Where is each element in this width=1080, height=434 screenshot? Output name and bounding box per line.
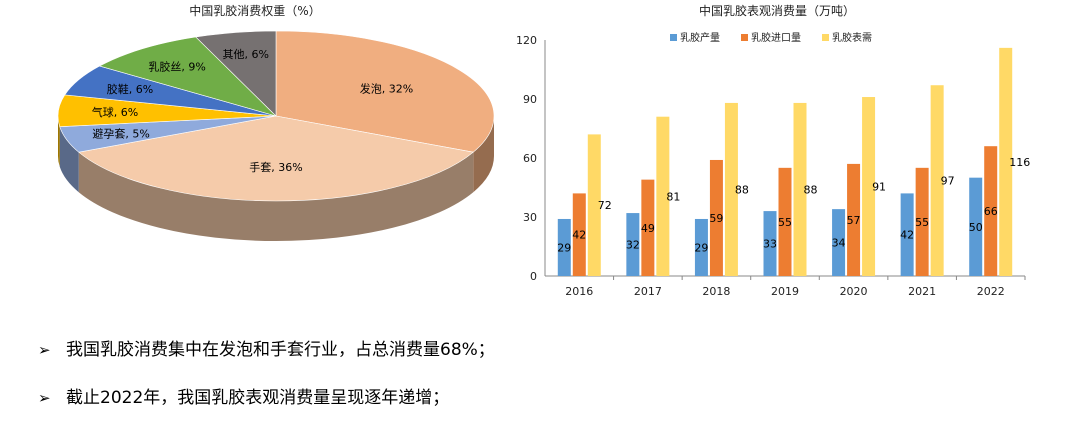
pie-data-label: 胶鞋, 6% [107, 82, 153, 96]
y-tick-label: 30 [523, 211, 537, 224]
bar [587, 134, 601, 276]
bar [999, 47, 1013, 276]
y-tick-label: 60 [523, 152, 537, 165]
bar [557, 218, 571, 276]
bar-data-label: 97 [941, 175, 955, 188]
y-tick-label: 120 [516, 34, 537, 47]
x-tick-label: 2019 [771, 285, 799, 298]
bar [694, 218, 708, 276]
bar-data-label: 66 [984, 205, 998, 218]
legend-label: 乳胶表需 [832, 31, 872, 44]
bar-data-label: 33 [763, 238, 777, 251]
y-tick-label: 90 [523, 93, 537, 106]
pie-chart: 中国乳胶消费权重（%） 发泡, 32% 手套, 36% 避孕套, 5% 气球, 6% 胶鞋… [57, 3, 495, 241]
bullet-text: 我国乳胶消费集中在发泡和手套行业，占总消费量68%； [66, 340, 495, 360]
pie-data-label: 乳胶丝, 9% [148, 59, 205, 73]
legend-label: 乳胶产量 [680, 31, 720, 44]
pie-slice [195, 30, 277, 117]
arrow-bullet-icon: ➢ [38, 341, 51, 359]
bar [862, 97, 876, 277]
bar-data-label: 91 [872, 181, 886, 194]
x-tick-label: 2017 [634, 285, 662, 298]
bar-data-label: 42 [572, 229, 586, 242]
legend-label: 乳胶进口量 [751, 31, 801, 44]
bar-data-label: 88 [735, 183, 749, 196]
bar-data-label: 59 [709, 212, 723, 225]
y-tick-label: 0 [530, 270, 537, 283]
x-tick-label: 2022 [977, 285, 1005, 298]
bar-data-label: 55 [778, 216, 792, 229]
bar [656, 116, 670, 276]
bar [778, 167, 792, 276]
bar-data-label: 81 [666, 190, 680, 203]
legend-swatch [741, 34, 748, 41]
pie-slice [275, 30, 495, 153]
bar [709, 159, 723, 276]
bullet-text: 截止2022年，我国乳胶表观消费量呈现逐年递增； [66, 388, 450, 408]
bar [930, 85, 944, 276]
x-tick-label: 2020 [840, 285, 868, 298]
bar [724, 102, 738, 276]
bar-data-label: 50 [969, 221, 983, 234]
bar-data-label: 72 [598, 199, 612, 212]
bar [847, 163, 861, 276]
pie-slice [98, 36, 277, 117]
bar-chart: 中国乳胶表观消费量（万吨）乳胶产量 乳胶进口量 乳胶表需03060901202942… [516, 3, 1030, 298]
bar-data-label: 29 [694, 241, 708, 254]
bar [969, 177, 983, 276]
bar [915, 167, 929, 276]
pie-slice-side [59, 126, 79, 193]
bar [626, 213, 640, 276]
x-tick-label: 2018 [702, 285, 730, 298]
pie-data-label: 手套, 36% [249, 160, 302, 174]
bar [984, 146, 998, 276]
bar-data-label: 29 [557, 241, 571, 254]
bar-data-label: 42 [900, 229, 914, 242]
bar [641, 179, 655, 276]
x-tick-label: 2021 [908, 285, 936, 298]
bar-data-label: 49 [641, 222, 655, 235]
bar-data-label: 55 [915, 216, 929, 229]
bar-data-label: 88 [804, 183, 818, 196]
bar [900, 193, 914, 276]
pie-slice-side [78, 152, 474, 241]
pie-slice [78, 115, 474, 202]
bar [832, 209, 846, 276]
bar-data-label: 116 [1009, 156, 1030, 169]
arrow-bullet-icon: ➢ [38, 389, 51, 407]
pie-slice-side [58, 116, 60, 167]
bar [763, 211, 777, 276]
bar [793, 102, 807, 276]
x-tick-label: 2016 [565, 285, 593, 298]
pie-data-label: 避孕套, 5% [92, 127, 149, 141]
bar-data-label: 32 [626, 239, 640, 252]
bar-title: 中国乳胶表观消费量（万吨） [699, 3, 855, 18]
bar [572, 193, 586, 276]
legend-swatch [822, 34, 829, 41]
bar-data-label: 34 [832, 237, 846, 250]
bar-data-label: 57 [847, 214, 861, 227]
legend-swatch [670, 34, 677, 41]
pie-data-label: 气球, 6% [92, 105, 138, 119]
pie-data-label: 发泡, 32% [360, 82, 413, 96]
pie-data-label: 其他, 6% [223, 48, 269, 61]
pie-title: 中国乳胶消费权重（%） [189, 3, 320, 18]
